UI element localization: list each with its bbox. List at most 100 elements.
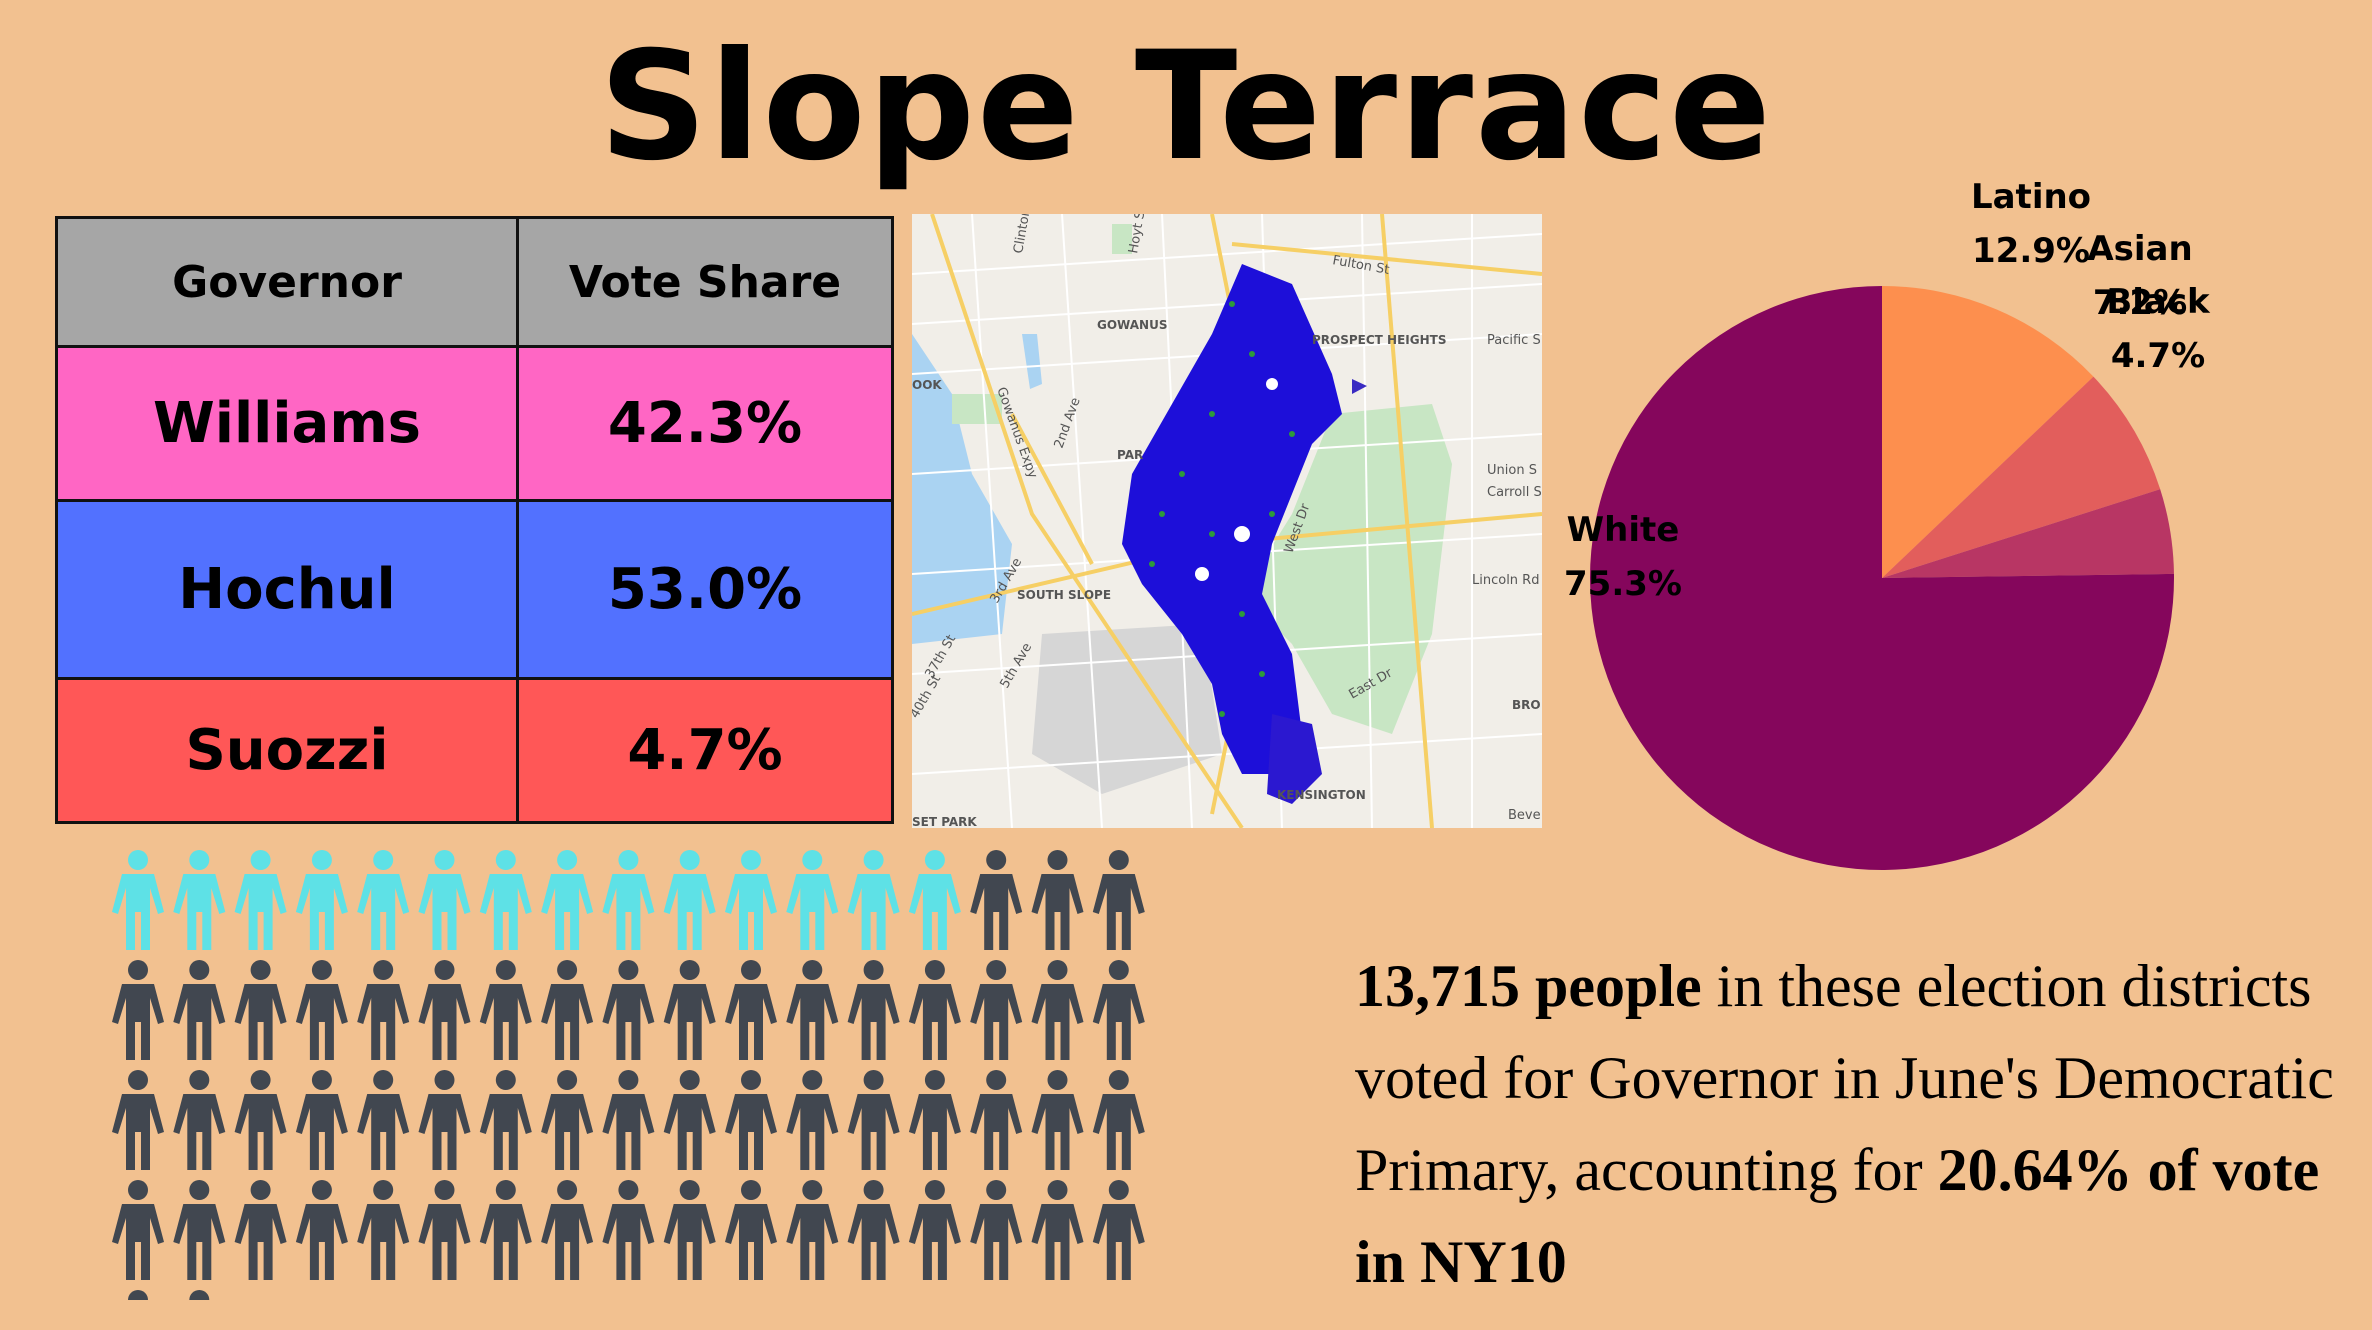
- person-icon: [234, 850, 287, 950]
- map-label: GOWANUS: [1097, 318, 1167, 332]
- table-row: Hochul 53.0%: [55, 499, 894, 680]
- person-icon: [970, 1070, 1023, 1170]
- candidate-share: 42.3%: [516, 345, 894, 502]
- person-icon: [970, 850, 1023, 950]
- person-icon: [847, 850, 900, 950]
- person-icon: [602, 1070, 655, 1170]
- people-chart: [108, 850, 1168, 1330]
- person-icon: [847, 1180, 900, 1280]
- person-icon: [663, 960, 716, 1060]
- person-icon: [1092, 1070, 1145, 1170]
- person-icon: [786, 850, 839, 950]
- person-icon: [234, 960, 287, 1060]
- person-icon: [112, 960, 164, 1060]
- person-icon: [418, 850, 471, 950]
- person-icon: [541, 850, 594, 950]
- pie-slice-black: [1882, 489, 2174, 578]
- person-icon: [786, 960, 839, 1060]
- vote-share-table: Governor Vote Share Williams 42.3% Hochu…: [55, 216, 894, 824]
- map-label: BRO: [1512, 698, 1541, 712]
- person-icon: [234, 1180, 287, 1280]
- person-icon: [970, 960, 1023, 1060]
- page-title: Slope Terrace: [599, 20, 1773, 194]
- person-icon: [479, 1180, 532, 1280]
- candidate-name: Williams: [55, 345, 519, 502]
- person-icon: [479, 1070, 532, 1170]
- person-icon: [112, 850, 164, 950]
- candidate-share: 4.7%: [516, 677, 894, 824]
- map-label: Pacific S: [1487, 333, 1541, 348]
- person-icon: [357, 1070, 410, 1170]
- table-header-row: Governor Vote Share: [55, 216, 894, 348]
- person-icon: [786, 1070, 839, 1170]
- person-icon: [117, 1290, 159, 1330]
- person-icon: [173, 960, 226, 1060]
- person-icon: [908, 960, 961, 1060]
- person-icon: [725, 1070, 777, 1170]
- pie-label-latino: Latino: [1971, 180, 2091, 217]
- table-row: Suozzi 4.7%: [55, 677, 894, 824]
- person-icon: [295, 850, 348, 950]
- person-icon: [1031, 960, 1084, 1060]
- person-icon: [173, 850, 226, 950]
- person-icon: [234, 1070, 287, 1170]
- pie-value-white: 75.3%: [1564, 564, 1682, 604]
- person-icon: [786, 1180, 839, 1280]
- person-icon: [1031, 850, 1084, 950]
- person-icon: [908, 850, 961, 950]
- map-label: KENSINGTON: [1277, 788, 1366, 802]
- pie-slice-white: [1590, 286, 2174, 870]
- person-icon: [1092, 850, 1145, 950]
- person-icon: [418, 960, 471, 1060]
- person-icon: [173, 1070, 226, 1170]
- people-svg: [112, 850, 1145, 1330]
- map-label: PAR: [1117, 448, 1143, 462]
- person-icon: [295, 960, 348, 1060]
- person-icon: [418, 1180, 471, 1280]
- pie-label-asian: Asian: [2087, 229, 2192, 269]
- person-icon: [479, 960, 532, 1060]
- summary-body: in these election districts voted for Go…: [1355, 953, 2334, 1203]
- person-icon: [725, 1180, 777, 1280]
- pie-label-white: White: [1567, 510, 1680, 550]
- voter-count: 13,715 people: [1355, 953, 1702, 1019]
- person-icon: [357, 1180, 410, 1280]
- vote-share-ny10: 20.64% of vote in NY10: [1355, 1137, 2320, 1295]
- person-icon: [847, 1070, 900, 1170]
- person-icon: [1092, 960, 1145, 1060]
- candidate-name: Hochul: [55, 499, 519, 680]
- person-icon: [725, 960, 777, 1060]
- person-icon: [663, 1070, 716, 1170]
- person-icon: [479, 850, 532, 950]
- person-icon: [541, 1180, 594, 1280]
- demographics-pie-chart: Latino 12.9% Asian 7.2% Black 4.7% White 75.3%: [1560, 177, 2372, 920]
- map-label: Lincoln Rd: [1472, 573, 1539, 588]
- map-label: OOK: [912, 378, 942, 392]
- map-svg: Clinton St Hoyt St Fulton St GOWANUS PRO…: [912, 214, 1542, 828]
- pie-slice-asian: [1882, 376, 2161, 578]
- map-label: SOUTH SLOPE: [1017, 588, 1111, 602]
- pie-value-black: 4.7%: [2111, 336, 2205, 376]
- pie-value-latino: 12.9%: [1972, 231, 2090, 271]
- person-icon: [173, 1180, 226, 1280]
- table-header-vote-share: Vote Share: [516, 216, 894, 348]
- person-icon: [908, 1070, 961, 1170]
- pie-label-black: Black: [2106, 282, 2211, 322]
- person-icon: [602, 1180, 655, 1280]
- person-icon: [1031, 1070, 1084, 1170]
- person-icon: [295, 1180, 348, 1280]
- map-label: PROSPECT HEIGHTS: [1312, 333, 1446, 347]
- person-icon: [602, 960, 655, 1060]
- summary-text: 13,715 people in these election district…: [1355, 940, 2355, 1308]
- pie-value-asian: 7.2%: [2093, 283, 2187, 323]
- table-header-governor: Governor: [55, 216, 519, 348]
- person-icon: [908, 1180, 961, 1280]
- person-icon: [112, 1180, 164, 1280]
- person-icon: [1092, 1180, 1145, 1280]
- map-label: SET PARK: [912, 815, 977, 828]
- person-icon: [418, 1070, 471, 1170]
- table-row: Williams 42.3%: [55, 345, 894, 502]
- person-icon: [970, 1180, 1023, 1280]
- person-icon: [179, 1290, 220, 1330]
- person-icon: [663, 1180, 716, 1280]
